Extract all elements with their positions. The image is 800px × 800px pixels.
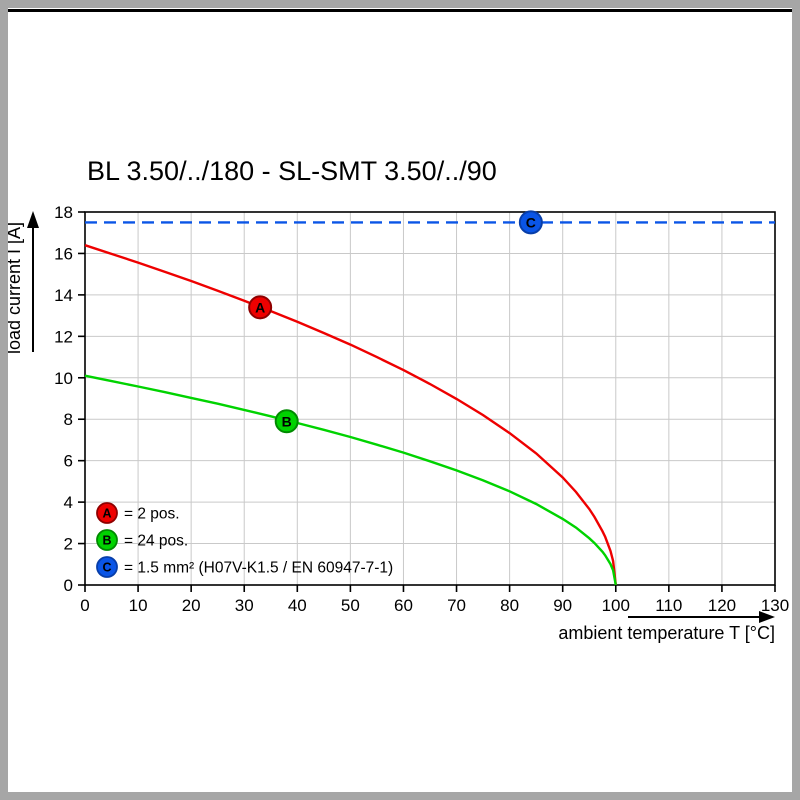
marker-letter-A: A — [255, 299, 265, 315]
plot-border — [84, 211, 776, 586]
y-tick-label: 16 — [54, 244, 73, 263]
x-axis-label: ambient temperature T [°C] — [558, 623, 775, 643]
x-tick-label: 120 — [708, 596, 736, 615]
x-tick-label: 40 — [288, 596, 307, 615]
marker-B — [274, 409, 299, 434]
legend-swatch-A — [96, 502, 118, 524]
curve-A — [84, 244, 617, 586]
x-tick-label: 20 — [182, 596, 201, 615]
x-tick-label: 0 — [80, 596, 89, 615]
curve-B — [84, 374, 617, 586]
legend-layer: A = 2 pos. B = 24 pos. C = 1.5 mm² (H07V-K1.5… — [96, 502, 393, 578]
legend-swatch-letter-B: B — [102, 534, 111, 548]
x-axis-arrowhead-icon — [759, 611, 775, 623]
legend-swatch-B — [96, 529, 118, 551]
y-tick-label: 14 — [54, 286, 73, 305]
y-tick-label: 6 — [64, 452, 73, 471]
grid-layer — [85, 212, 775, 585]
y-axis-arrow — [27, 211, 39, 352]
x-tick-label: 50 — [341, 596, 360, 615]
y-tick-label: 0 — [64, 576, 73, 595]
top-rule — [8, 9, 792, 12]
marker-letter-C: C — [526, 214, 536, 230]
x-tick-label: 70 — [447, 596, 466, 615]
markers-layer: A B C — [248, 210, 543, 434]
y-tick-label: 4 — [64, 493, 73, 512]
legend-swatch-letter-A: A — [102, 507, 111, 521]
y-tick-label: 12 — [54, 327, 73, 346]
x-tick-label: 10 — [129, 596, 148, 615]
x-tick-label: 90 — [553, 596, 572, 615]
legend-swatch-letter-C: C — [102, 561, 111, 575]
marker-letter-B: B — [282, 413, 292, 429]
axes-layer: 0 10 20 30 40 50 60 70 80 90 100 110 120 130 0 2 4 6 8 10 12… — [54, 203, 789, 615]
marker-A — [248, 295, 273, 320]
y-tick-label: 2 — [64, 535, 73, 554]
legend-label-B: = 24 pos. — [124, 533, 188, 550]
x-tick-label: 80 — [500, 596, 519, 615]
y-tick-label: 8 — [64, 410, 73, 429]
y-tick-label: 18 — [54, 203, 73, 222]
marker-C — [518, 210, 543, 235]
x-tick-label: 100 — [602, 596, 630, 615]
legend-swatch-C — [96, 556, 118, 578]
x-tick-label: 130 — [761, 596, 789, 615]
x-tick-label: 30 — [235, 596, 254, 615]
chart-title: BL 3.50/../180 - SL-SMT 3.50/../90 — [87, 156, 497, 186]
x-tick-label: 60 — [394, 596, 413, 615]
x-axis-arrow — [628, 611, 775, 623]
legend-label-A: = 2 pos. — [124, 506, 180, 523]
y-axis-arrowhead-icon — [27, 211, 39, 228]
x-tick-label: 110 — [655, 596, 682, 615]
curves-layer — [84, 221, 775, 586]
legend-label-C: = 1.5 mm² (H07V-K1.5 / EN 60947-7-1) — [124, 560, 393, 577]
y-axis-label: load current I [A] — [4, 222, 24, 354]
y-tick-label: 10 — [54, 369, 73, 388]
